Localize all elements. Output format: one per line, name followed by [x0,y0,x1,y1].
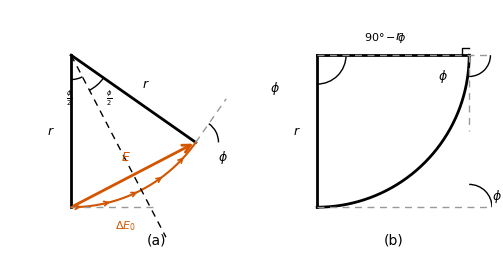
Text: $r$: $r$ [395,30,403,43]
Text: (b): (b) [383,234,403,248]
Text: $r$: $r$ [142,78,149,91]
Text: $E$: $E$ [121,151,131,164]
Text: $\phi$: $\phi$ [218,149,228,166]
Text: $r$: $r$ [47,125,54,138]
Text: $\phi$: $\phi$ [439,68,448,85]
Text: $\frac{\phi}{2}$: $\frac{\phi}{2}$ [106,89,113,109]
Text: $\phi$: $\phi$ [491,188,501,205]
Text: $r$: $r$ [293,125,300,138]
Text: $\Delta E_0$: $\Delta E_0$ [115,219,136,233]
Text: $90\degree - \phi$: $90\degree - \phi$ [364,31,407,45]
Text: $\phi$: $\phi$ [270,80,280,97]
Text: $\frac{\phi}{2}$: $\frac{\phi}{2}$ [66,88,73,108]
Text: (a): (a) [146,234,166,248]
